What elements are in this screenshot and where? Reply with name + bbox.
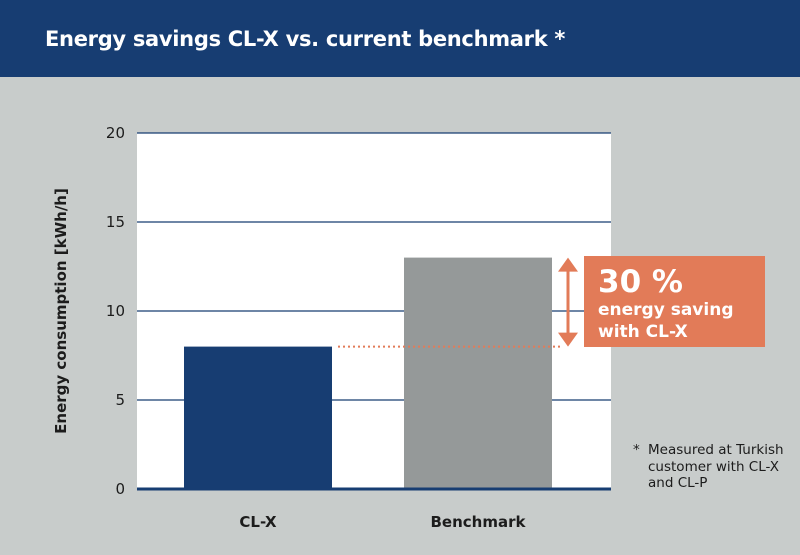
y-tick-label: 0 [115, 480, 125, 498]
callout-line-1: energy saving [598, 300, 734, 320]
y-tick-label: 20 [106, 124, 125, 142]
callout-line-2: with CL-X [598, 322, 688, 342]
footnote-text: Measured at Turkish customer with CL-X a… [648, 442, 784, 491]
bar-benchmark [404, 257, 552, 488]
x-tick-label: Benchmark [431, 513, 527, 531]
y-tick-label: 15 [106, 213, 125, 231]
y-tick-label: 5 [115, 391, 125, 409]
bar-cl-x [184, 346, 332, 488]
saving-annotation: 30 % energy saving with CL-X [338, 256, 765, 348]
y-axis-label: Energy consumption [kWh/h] [52, 188, 70, 434]
y-tick-labels: 0 5 10 15 20 [106, 124, 125, 498]
callout-box [584, 256, 765, 347]
x-tick-label: CL-X [239, 513, 277, 531]
x-tick-labels: CL-X Benchmark [239, 513, 526, 531]
bars [137, 257, 611, 491]
arrow-up-icon [558, 257, 578, 272]
header-bar: Energy savings CL-X vs. current benchmar… [0, 0, 800, 77]
arrow-down-icon [558, 332, 578, 347]
footnote-marker: * [633, 442, 640, 458]
chart-title: Energy savings CL-X vs. current benchmar… [45, 27, 566, 51]
y-tick-label: 10 [106, 302, 125, 320]
callout-headline: 30 % [598, 264, 683, 300]
